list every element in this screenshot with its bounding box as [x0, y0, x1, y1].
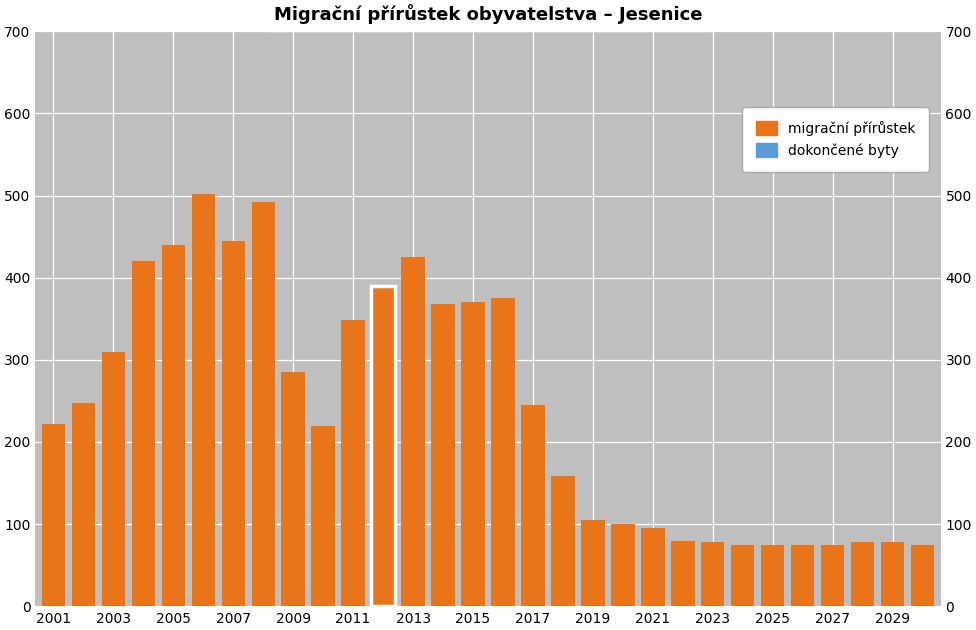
Bar — [311, 460, 335, 606]
Title: Migrační přírůstek obyvatelstva – Jesenice: Migrační přírůstek obyvatelstva – Jeseni… — [273, 4, 703, 24]
Bar — [551, 541, 575, 606]
Bar — [761, 572, 785, 606]
Bar — [582, 520, 604, 606]
Bar — [791, 572, 814, 606]
Bar — [102, 352, 125, 606]
Bar — [252, 389, 275, 606]
Bar — [851, 572, 874, 606]
Bar — [671, 572, 695, 606]
Bar — [881, 542, 905, 606]
Bar — [761, 545, 785, 606]
Bar — [372, 286, 394, 606]
Bar — [162, 450, 185, 606]
Bar — [582, 565, 604, 606]
Bar — [821, 572, 844, 606]
Bar — [671, 541, 695, 606]
Bar — [791, 545, 814, 606]
Bar — [191, 194, 215, 606]
Legend: migrační přírůstek, dokončené byty: migrační přírůstek, dokončené byty — [742, 107, 929, 172]
Bar — [342, 321, 365, 606]
Bar — [611, 561, 634, 606]
Bar — [731, 572, 754, 606]
Bar — [42, 424, 65, 606]
Bar — [132, 261, 155, 606]
Bar — [401, 257, 425, 606]
Bar — [851, 542, 874, 606]
Bar — [222, 241, 245, 606]
Bar — [911, 572, 934, 606]
Bar — [431, 449, 455, 606]
Bar — [911, 545, 934, 606]
Bar — [281, 532, 305, 606]
Bar — [311, 425, 335, 606]
Bar — [372, 286, 394, 606]
Bar — [701, 572, 724, 606]
Bar — [641, 528, 665, 606]
Bar — [491, 298, 514, 606]
Bar — [611, 524, 634, 606]
Bar — [551, 476, 575, 606]
Bar — [521, 502, 545, 606]
Bar — [342, 498, 365, 606]
Bar — [222, 337, 245, 606]
Bar — [462, 425, 485, 606]
Bar — [281, 372, 305, 606]
Bar — [401, 436, 425, 606]
Bar — [162, 245, 185, 606]
Bar — [252, 202, 275, 606]
Bar — [521, 405, 545, 606]
Bar — [701, 542, 724, 606]
Bar — [641, 568, 665, 606]
Bar — [491, 446, 514, 606]
Bar — [731, 545, 754, 606]
Bar — [71, 403, 95, 606]
Bar — [821, 545, 844, 606]
Bar — [431, 304, 455, 606]
Bar — [462, 302, 485, 606]
Bar — [881, 572, 905, 606]
